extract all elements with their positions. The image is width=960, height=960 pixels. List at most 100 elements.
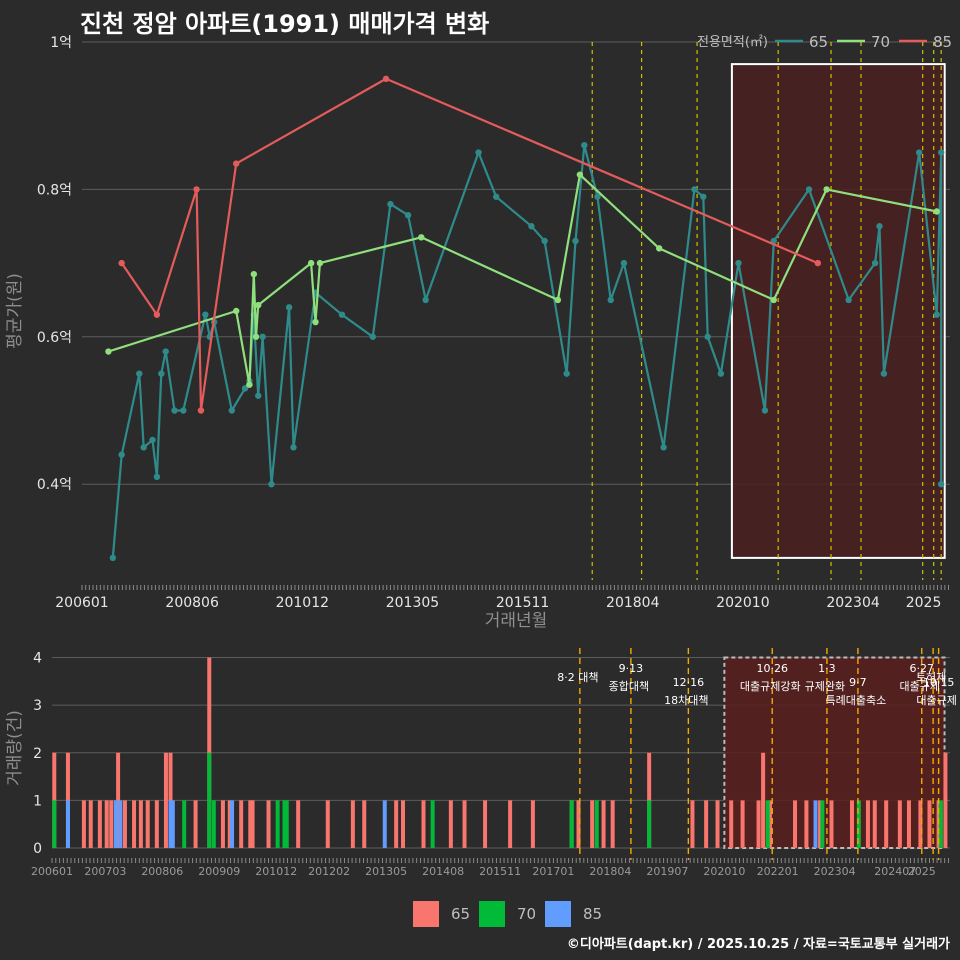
volume-chart: 0 1 2 3 4 8·2 대책 9·13 종합대책 12·16 18차대책 10·26 대출규제강화… [5, 648, 957, 878]
bar-x-tick-label: 200806 [141, 865, 183, 878]
data-point-70 [554, 296, 562, 304]
series-line-85 [120, 77, 819, 412]
data-point-65 [158, 370, 165, 377]
x-tick-label: 201305 [386, 595, 439, 611]
data-point-65 [422, 296, 429, 304]
volume-bar-65 [936, 800, 941, 848]
volume-bar-65 [296, 800, 301, 848]
bar-y-tick-label: 1 [33, 793, 42, 809]
volume-bar-65 [601, 800, 606, 848]
bar-y-axis-title: 거래량(건) [5, 710, 25, 786]
data-point-70 [823, 186, 830, 193]
data-point-65 [338, 311, 346, 318]
bar-legend-label-65: 65 [451, 905, 470, 923]
data-point-65 [594, 193, 601, 200]
data-point-65 [475, 149, 482, 156]
data-point-70 [312, 318, 319, 326]
data-point-65 [153, 473, 161, 481]
volume-bar-65 [508, 800, 513, 848]
bar-x-tick-label: 202304 [814, 865, 856, 878]
bar-legend-key-65 [413, 901, 439, 927]
x-tick-label: 2025 [906, 595, 942, 611]
volume-bar-70 [594, 800, 599, 848]
volume-bar-65 [132, 800, 137, 848]
volume-bar-70 [211, 800, 216, 848]
volume-bar-65 [804, 800, 809, 848]
data-point-65 [607, 296, 614, 304]
x-tick-label: 202304 [826, 595, 880, 611]
volume-bar-65 [350, 800, 355, 848]
data-point-70 [576, 171, 584, 178]
y-tick-label: 1억 [50, 35, 72, 51]
bar-x-tick-label: 200601 [31, 865, 73, 878]
x-tick-label: 201804 [606, 595, 660, 611]
volume-bar-65 [793, 800, 798, 848]
volume-bar-65 [756, 800, 761, 848]
legend-label-70: 70 [871, 33, 890, 51]
data-point-65 [241, 385, 249, 392]
policy-label: 대출규제강화 [740, 680, 801, 693]
volume-bar-65 [116, 752, 121, 848]
volume-bar-85 [230, 800, 235, 848]
policy-label: 규제완화 [805, 680, 845, 693]
legend-label-65: 65 [809, 33, 828, 51]
volume-bar-70 [856, 800, 861, 848]
volume-bar-65 [109, 800, 114, 848]
data-point-65 [937, 480, 945, 488]
bar-x-tick-label: 201012 [255, 865, 297, 878]
volume-bar-65 [421, 800, 426, 848]
series-line-70 [108, 173, 938, 386]
bar-x-tick-label: 2025 [908, 865, 936, 878]
volume-bar-65 [239, 800, 244, 848]
data-point-70 [105, 348, 112, 355]
data-point-65 [387, 200, 394, 208]
data-point-70 [770, 296, 777, 304]
bar-y-tick-label: 2 [33, 746, 42, 762]
volume-bar-70 [430, 800, 435, 848]
legend-label-85: 85 [933, 33, 952, 51]
data-point-65 [162, 348, 169, 355]
volume-bar-65 [690, 800, 695, 848]
data-point-65 [140, 444, 147, 451]
policy-label: 토허제 [916, 671, 946, 684]
data-point-65 [871, 259, 879, 267]
data-point-65 [845, 296, 852, 304]
price-chart: 0.4억 0.6억 0.8억 1억 200601 200806 201012 201305 20… [5, 35, 950, 631]
data-point-70 [316, 259, 324, 267]
volume-bar-65 [767, 800, 772, 848]
data-point-65 [136, 370, 143, 377]
policy-label: 특례대출축소 [826, 694, 887, 707]
bar-x-tick-label: 202010 [703, 865, 745, 878]
data-point-65 [880, 370, 888, 377]
volume-bar-70 [647, 800, 652, 848]
data-point-85 [233, 160, 240, 167]
x-tick-label: 202010 [716, 595, 769, 611]
x-tick-label: 200601 [55, 595, 108, 611]
data-point-65 [369, 333, 377, 340]
volume-bar-65 [394, 800, 399, 848]
volume-bar-65 [193, 800, 198, 848]
volume-bar-65 [818, 800, 823, 848]
policy-label: 8·2 대책 [557, 671, 598, 684]
data-point-65 [404, 211, 412, 219]
bar-x-tick-label: 201305 [365, 865, 407, 878]
data-point-65 [620, 259, 628, 267]
volume-bar-65 [918, 800, 923, 848]
data-point-65 [704, 333, 711, 340]
bar-y-tick-label: 4 [33, 651, 42, 667]
policy-date: 9·7 [849, 676, 867, 689]
data-point-65 [202, 311, 209, 318]
volume-bar-65 [81, 800, 86, 848]
data-point-85 [382, 75, 390, 83]
data-point-85 [193, 186, 200, 193]
volume-bar-65 [729, 800, 734, 848]
volume-bar-65 [849, 800, 854, 848]
legend-title: 전용면적(㎡) [697, 35, 768, 50]
policy-label: 종합대책 [609, 680, 649, 693]
volume-bar-65 [872, 800, 877, 848]
data-point-70 [418, 234, 425, 241]
data-point-65 [290, 444, 297, 451]
volume-bar-65 [590, 800, 595, 848]
volume-bar-65 [266, 800, 271, 848]
data-point-70 [250, 270, 258, 278]
